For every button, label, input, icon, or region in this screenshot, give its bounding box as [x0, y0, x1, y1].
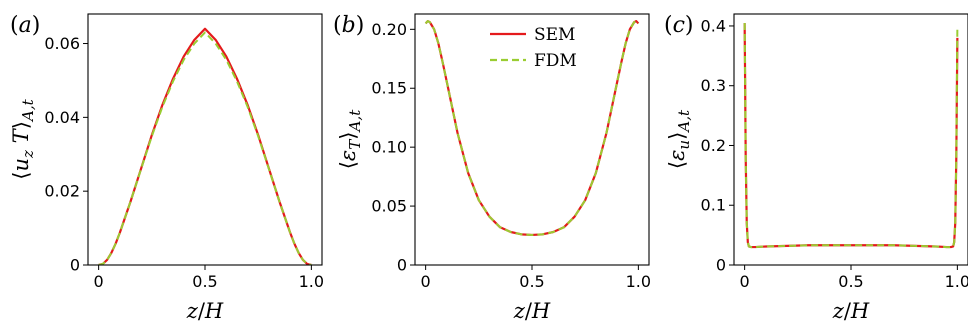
x-tick-label: 1.0 — [626, 272, 651, 291]
series-line-sem — [743, 22, 959, 249]
plot-frame — [733, 13, 968, 266]
x-tick-label: 1.0 — [945, 272, 968, 291]
y-tick-label: 0.05 — [371, 197, 407, 216]
y-axis-label: ⟨εu⟩A,t — [665, 109, 693, 169]
x-tick-label: 0 — [94, 272, 104, 291]
series-line-sem — [424, 19, 640, 237]
y-tick-label: 0.15 — [371, 79, 407, 98]
panel-label: (b) — [333, 13, 364, 38]
y-tick-label: 0.04 — [44, 108, 80, 127]
x-tick-label: 0.5 — [838, 272, 863, 291]
x-tick-label: 1.0 — [299, 272, 324, 291]
y-tick-label: 0 — [70, 256, 80, 275]
x-axis-label: z/H — [832, 299, 870, 323]
plot-frame — [414, 13, 650, 266]
y-tick-label: 0.4 — [701, 16, 726, 35]
panel-2: 0 0.5 1.0 0 0.05 0.10 0.15 0.20 z/H ⟨εT⟩A,t (b) SEM… — [333, 13, 651, 323]
series-line-sem — [98, 27, 312, 265]
y-axis-label: ⟨εT⟩A,t — [336, 109, 364, 169]
y-tick-label: 0.20 — [371, 20, 407, 39]
panel-3: 0 0.5 1.0 0 0.1 0.2 0.3 0.4 z/H ⟨εu⟩A,t (c) — [664, 13, 968, 323]
x-axis-label: z/H — [513, 299, 551, 323]
x-tick-label: 0 — [421, 272, 431, 291]
x-tick-label: 0.5 — [519, 272, 544, 291]
y-tick-label: 0.10 — [371, 138, 407, 157]
series-line-fdm — [98, 31, 312, 265]
y-tick-label: 0.3 — [701, 76, 726, 95]
y-tick-label: 0 — [716, 256, 726, 275]
series-line-fdm — [424, 20, 640, 236]
legend-label-fdm: FDM — [534, 51, 577, 71]
panel-label: (c) — [664, 13, 694, 38]
x-tick-label: 0 — [740, 272, 750, 291]
y-tick-label: 0.06 — [44, 34, 80, 53]
y-axis-label: ⟨uz T⟩A,t — [9, 98, 37, 179]
x-axis-label: z/H — [186, 299, 224, 323]
plot-frame — [87, 13, 323, 266]
y-tick-label: 0.1 — [701, 196, 726, 215]
panel-1: 0 0.5 1.0 0 0.02 0.04 0.06 z/H ⟨uz T⟩A,t (a) — [9, 13, 324, 323]
y-tick-label: 0 — [397, 256, 407, 275]
legend-label-sem: SEM — [534, 25, 575, 45]
y-tick-label: 0.2 — [701, 136, 726, 155]
series-line-fdm — [743, 22, 959, 249]
panel-label: (a) — [10, 13, 40, 38]
legend: SEM FDM — [490, 25, 577, 71]
x-tick-label: 0.5 — [192, 272, 217, 291]
y-tick-label: 0.02 — [44, 182, 80, 201]
